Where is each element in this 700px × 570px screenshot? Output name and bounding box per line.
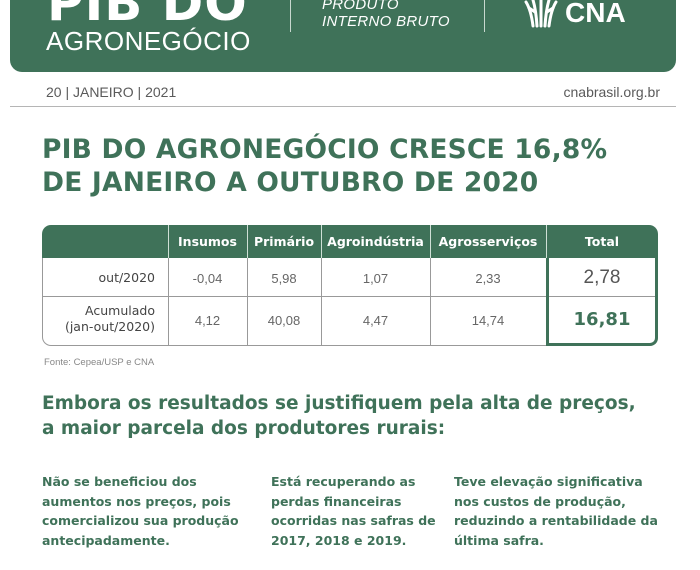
point-line: reduzindo a rentabilidade da <box>454 513 658 528</box>
lead-line2: a maior parcela dos produtores rurais: <box>42 418 446 439</box>
point-line: nos custos de produção, <box>454 493 626 509</box>
cell-primario: 5,98 <box>271 271 297 286</box>
point-line: Não se beneficiou dos <box>42 474 197 489</box>
source-note: Fonte: Cepea/USP e CNA <box>44 357 155 368</box>
point-cost-increase: Teve elevação significativa nos custos d… <box>454 472 658 550</box>
banner-divider <box>484 0 485 32</box>
total-monthly: 2,78 <box>583 267 621 288</box>
point-line: Teve elevação significativa <box>454 474 643 489</box>
point-line: comercializou sua produção <box>42 513 239 528</box>
column-header-insumos: Insumos <box>178 234 237 249</box>
cna-logo-text: CNA <box>565 0 626 28</box>
row-separator <box>549 296 655 297</box>
column-separator <box>430 258 431 345</box>
lead-line1: Embora os resultados se justifiquem pela… <box>42 393 636 414</box>
column-separator <box>546 225 547 258</box>
website-link[interactable]: cnabrasil.org.br <box>563 84 661 100</box>
point-line: perdas financeiras <box>271 493 402 509</box>
point-line: última safra. <box>454 532 544 548</box>
banner-title: PIB DO <box>47 0 248 32</box>
point-line: antecipadamente. <box>42 532 170 548</box>
cell-agroindustria: 4,47 <box>362 313 389 328</box>
column-separator <box>430 225 431 258</box>
header-banner: PIB DO AGRONEGÓCIO PRODUTO INTERNO BRUTO… <box>10 0 676 72</box>
row-separator <box>43 296 546 297</box>
banner-subtitle: PRODUTO INTERNO BRUTO <box>322 0 450 30</box>
column-header-agroindustria: Agroindústria <box>327 234 424 249</box>
divider <box>10 106 676 107</box>
publication-date: 20 | JANEIRO | 2021 <box>46 84 177 100</box>
cell-insumos: -0,04 <box>192 271 223 286</box>
page-title-line2: DE JANEIRO A OUTUBRO DE 2020 <box>42 167 539 198</box>
total-column: 2,78 16,81 <box>546 258 658 346</box>
banner-title-sub: AGRONEGÓCIO <box>46 26 251 56</box>
point-line: ocorridas nas safras de <box>271 513 436 528</box>
total-accumulated: 16,81 <box>573 309 631 330</box>
column-separator <box>247 225 248 258</box>
banner-subtitle-line2: INTERNO BRUTO <box>322 13 450 30</box>
cell-insumos: 4,12 <box>194 313 221 328</box>
point-line: 2017, 2018 e 2019. <box>271 532 407 548</box>
cna-logo: CNA <box>523 0 626 28</box>
lead-text: Embora os resultados se justifiquem pela… <box>42 391 682 441</box>
point-no-benefit: Não se beneficiou dos aumentos nos preço… <box>42 472 239 550</box>
banner-subtitle-line1: PRODUTO <box>322 0 399 13</box>
row-label-line1: Acumulado <box>85 303 155 318</box>
column-separator <box>247 258 248 345</box>
gdp-table: Insumos Primário Agroindústria Agrosserv… <box>42 225 658 346</box>
point-line: Está recuperando as <box>271 474 416 489</box>
cell-primario: 40,08 <box>267 313 301 328</box>
table-body: out/2020 -0,04 5,98 1,07 2,33 Acumulado … <box>42 258 546 346</box>
cna-wheat-icon <box>523 0 559 28</box>
column-header-agrosservicos: Agrosserviços <box>438 234 538 249</box>
page-title: PIB DO AGRONEGÓCIO CRESCE 16,8% DE JANEI… <box>42 133 682 199</box>
row-label-line2: (jan-out/2020) <box>64 319 155 334</box>
page-title-line1: PIB DO AGRONEGÓCIO CRESCE 16,8% <box>42 134 608 165</box>
column-header-primario: Primário <box>253 234 315 249</box>
cell-agroindustria: 1,07 <box>362 271 389 286</box>
row-label: Acumulado (jan-out/2020) <box>43 303 155 335</box>
banner-divider <box>290 0 291 32</box>
column-separator <box>168 225 169 258</box>
cell-agrosservicos: 2,33 <box>475 271 501 286</box>
column-separator <box>321 258 322 345</box>
point-line: aumentos nos preços, pois <box>42 493 231 509</box>
point-recovering-losses: Está recuperando as perdas financeiras o… <box>271 472 436 550</box>
table-header: Insumos Primário Agroindústria Agrosserv… <box>42 225 658 258</box>
column-header-total: Total <box>584 234 620 249</box>
column-separator <box>168 258 169 345</box>
cell-agrosservicos: 14,74 <box>471 313 505 328</box>
row-label: out/2020 <box>98 270 156 285</box>
column-separator <box>321 225 322 258</box>
